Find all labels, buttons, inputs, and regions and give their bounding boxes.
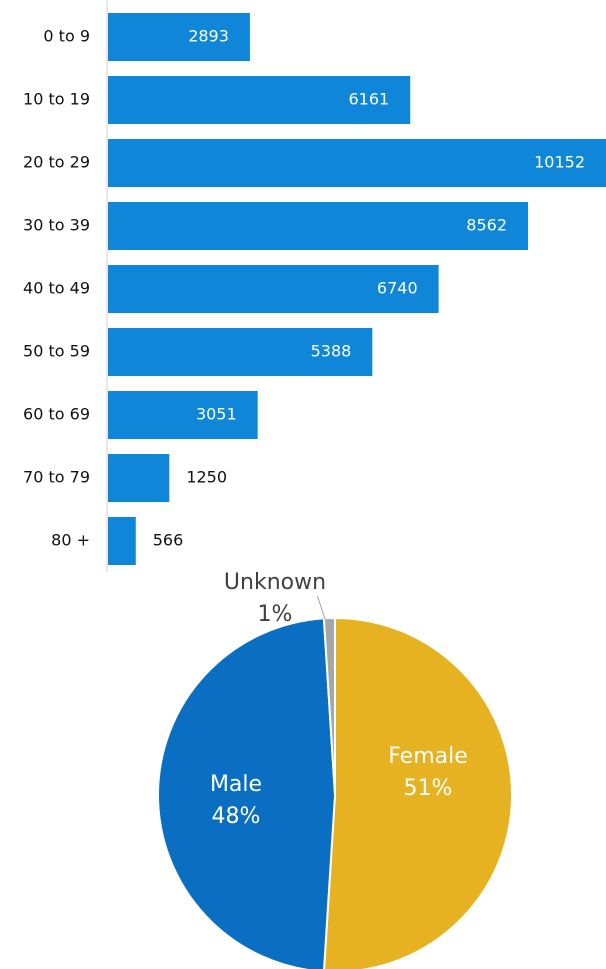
value-label: 5388 — [311, 342, 352, 361]
category-label: 60 to 69 — [23, 405, 90, 424]
slice-percent: 48% — [212, 804, 261, 829]
category-label: 50 to 59 — [23, 342, 90, 361]
value-label: 1250 — [186, 468, 227, 487]
value-label: 6161 — [349, 90, 390, 109]
bar — [108, 202, 529, 250]
value-label: 2893 — [188, 27, 229, 46]
bar — [108, 76, 411, 124]
category-label: 80 + — [51, 531, 90, 550]
bar — [108, 328, 373, 376]
leader-line — [316, 595, 326, 621]
bar — [108, 265, 439, 313]
slice-name: Female — [388, 744, 468, 769]
slice-percent: 1% — [258, 602, 293, 627]
category-label: 0 to 9 — [43, 27, 90, 46]
slice-name: Unknown — [224, 570, 326, 595]
category-label: 20 to 29 — [23, 153, 90, 172]
bar — [108, 517, 136, 565]
slice-percent: 51% — [404, 776, 453, 801]
pie-slice — [157, 617, 337, 969]
category-label: 30 to 39 — [23, 216, 90, 235]
value-label: 3051 — [196, 405, 237, 424]
pie-slice — [322, 616, 336, 796]
value-label: 566 — [153, 531, 184, 550]
value-label: 10152 — [534, 153, 585, 172]
category-label: 70 to 79 — [23, 468, 90, 487]
bar — [108, 139, 606, 187]
category-label: 10 to 19 — [23, 90, 90, 109]
value-label: 8562 — [466, 216, 507, 235]
slice-name: Male — [210, 772, 262, 797]
bar — [108, 454, 170, 502]
category-label: 40 to 49 — [23, 279, 90, 298]
value-label: 6740 — [377, 279, 418, 298]
bar — [108, 391, 258, 439]
bar — [108, 13, 250, 61]
pie-slice — [323, 616, 513, 969]
